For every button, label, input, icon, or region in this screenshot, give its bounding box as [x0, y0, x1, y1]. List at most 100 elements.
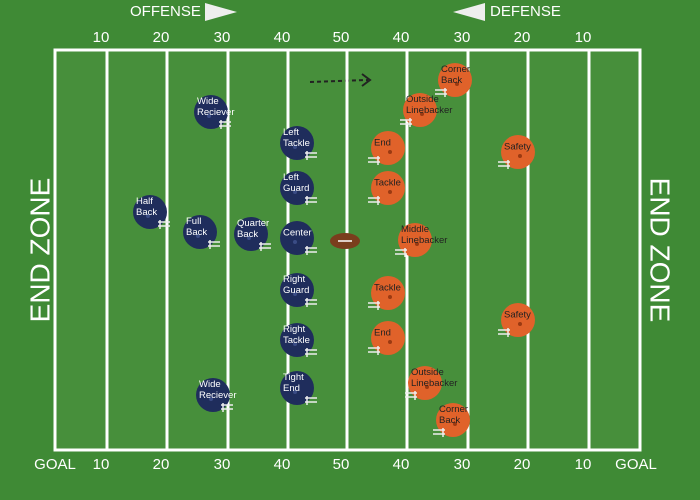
ear-hole [293, 292, 297, 296]
player-helmet: End [368, 321, 405, 355]
ear-hole [293, 240, 297, 244]
player-helmet: Tackle [368, 276, 405, 310]
face-mask [259, 242, 271, 251]
player-label: Tackle [283, 138, 310, 149]
player-label: Center [283, 228, 312, 239]
helmet-shell [183, 215, 217, 249]
helmet-shell [436, 403, 470, 437]
face-mask [405, 391, 417, 400]
player-helmet: Tackle [368, 171, 405, 205]
ear-hole [293, 145, 297, 149]
player-helmet: Safety [498, 303, 535, 337]
helmet-shell [398, 223, 432, 257]
helmet-shell [194, 95, 228, 129]
helmet-shell [280, 171, 314, 205]
play-arrow-head [361, 73, 372, 87]
play-arrow [309, 79, 369, 83]
ear-hole [207, 114, 211, 118]
player-label: End [283, 383, 300, 394]
face-mask [433, 428, 445, 437]
yard-number: 50 [333, 29, 350, 46]
player-label: End [374, 328, 391, 339]
yard-number: 20 [514, 29, 531, 46]
offense-label: OFFENSE [130, 3, 201, 20]
ear-hole [455, 82, 459, 86]
player-label: Outside [406, 94, 439, 105]
ear-hole [518, 322, 522, 326]
helmet-shell [234, 217, 268, 251]
yard-number: 40 [274, 456, 291, 473]
face-mask [368, 301, 380, 310]
yard-number: 50 [333, 456, 350, 473]
player-label: Reciever [199, 390, 237, 401]
player-label: Back [136, 207, 157, 218]
ear-hole [453, 422, 457, 426]
ear-hole [293, 342, 297, 346]
player-label: Linebacker [411, 378, 457, 389]
face-mask [219, 120, 231, 129]
face-mask [305, 196, 317, 205]
yard-number: 40 [274, 29, 291, 46]
player-label: Left [283, 127, 299, 138]
ear-hole [293, 190, 297, 194]
player-label: Guard [283, 285, 309, 296]
player-label: Corner [439, 404, 468, 415]
player-label: Tackle [374, 283, 401, 294]
face-mask [498, 160, 510, 169]
defense-arrow [453, 3, 485, 21]
face-mask [498, 328, 510, 337]
ear-hole [293, 390, 297, 394]
yard-number: 30 [214, 29, 231, 46]
player-label: Left [283, 172, 299, 183]
offense-arrow [205, 3, 237, 21]
ear-hole [146, 214, 150, 218]
player-label: End [374, 138, 391, 149]
player-helmet: End [368, 131, 405, 165]
helmet-shell [501, 303, 535, 337]
face-mask [305, 348, 317, 357]
face-mask [435, 88, 447, 97]
player-label: Reciever [197, 107, 235, 118]
ear-hole [388, 295, 392, 299]
yard-number: 10 [93, 456, 110, 473]
ear-hole [388, 340, 392, 344]
face-mask [305, 246, 317, 255]
player-label: Back [237, 229, 258, 240]
player-label: Back [186, 227, 207, 238]
ear-hole [420, 112, 424, 116]
ear-hole [209, 397, 213, 401]
yard-number: 10 [93, 29, 110, 46]
helmet-shell [280, 221, 314, 255]
yard-number: 30 [214, 456, 231, 473]
helmet-shell [371, 171, 405, 205]
yard-number: 40 [393, 456, 410, 473]
helmet-shell [408, 366, 442, 400]
ear-hole [518, 154, 522, 158]
player-label: Middle [401, 224, 429, 235]
player-label: Safety [504, 142, 531, 153]
goal-label: GOAL [615, 456, 657, 473]
ear-hole [196, 234, 200, 238]
face-mask [208, 240, 220, 249]
player-label: Tackle [374, 178, 401, 189]
player-label: Wide [199, 379, 221, 390]
player-label: Outside [411, 367, 444, 378]
ear-hole [415, 242, 419, 246]
face-mask [305, 396, 317, 405]
helmet-shell [371, 321, 405, 355]
face-mask [368, 196, 380, 205]
end-zone-right: END ZONE [645, 178, 676, 323]
yard-number: 10 [575, 456, 592, 473]
face-mask [400, 118, 412, 127]
